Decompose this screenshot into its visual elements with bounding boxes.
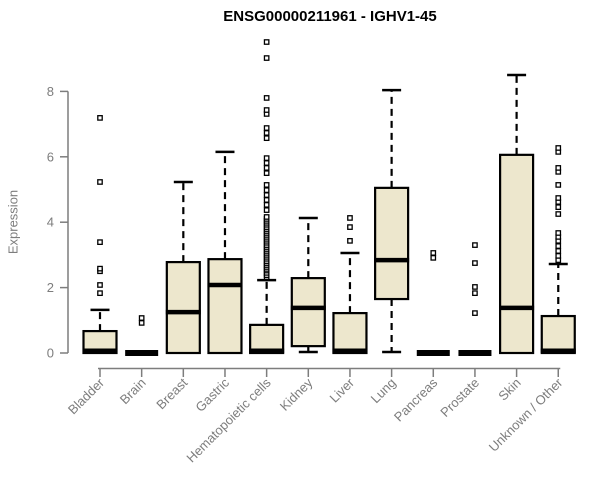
- outlier-point: [472, 242, 478, 248]
- box: [332, 312, 368, 355]
- box: [540, 314, 576, 355]
- outlier-point: [555, 243, 562, 249]
- outlier-point: [347, 237, 353, 244]
- y-tick-label: 2: [47, 280, 54, 295]
- outlier-point: [97, 282, 103, 288]
- outlier-point: [555, 253, 562, 259]
- outlier-point: [555, 182, 562, 188]
- x-category-label: Brain: [117, 375, 149, 407]
- outlier-point: [97, 115, 103, 121]
- outlier-point: [263, 165, 270, 171]
- outlier-point: [263, 155, 270, 161]
- outlier-point: [263, 192, 270, 198]
- box: [374, 186, 410, 301]
- outlier-point: [430, 254, 437, 261]
- outlier-point: [472, 284, 478, 290]
- chart-title: ENSG00000211961 - IGHV1-45: [223, 8, 437, 25]
- outlier-point: [430, 250, 437, 256]
- outlier-point: [138, 320, 145, 326]
- x-category-label: Bladder: [65, 375, 108, 418]
- x-category-label: Lung: [368, 375, 399, 406]
- box: [499, 153, 535, 355]
- outlier-point: [263, 202, 270, 208]
- outlier-point: [263, 207, 270, 213]
- outlier-point: [263, 107, 270, 113]
- outlier-point: [263, 197, 270, 203]
- outlier-point: [263, 182, 270, 188]
- x-category-label: Liver: [327, 375, 358, 406]
- outlier-point: [97, 239, 103, 245]
- outlier-point: [555, 204, 562, 211]
- outlier-point: [347, 224, 353, 230]
- box: [249, 323, 285, 355]
- outlier-point: [97, 265, 103, 272]
- outlier-point: [263, 135, 270, 142]
- outlier-point: [97, 290, 103, 297]
- box: [290, 277, 326, 348]
- outlier-point: [263, 170, 270, 176]
- outlier-point: [472, 310, 478, 316]
- x-category-label: Gastric: [192, 375, 232, 415]
- outlier-point: [263, 55, 270, 61]
- box: [82, 329, 118, 355]
- collapsed-box: [458, 350, 492, 356]
- outlier-point: [555, 165, 562, 171]
- outlier-point: [263, 214, 270, 220]
- y-tick-label: 8: [47, 84, 54, 99]
- outlier-point: [555, 248, 562, 254]
- outlier-point: [263, 125, 270, 131]
- outlier-point: [263, 160, 270, 166]
- outlier-point: [263, 95, 270, 101]
- box: [165, 260, 201, 355]
- outlier-point: [263, 187, 270, 194]
- collapsed-box: [416, 350, 450, 356]
- y-tick-label: 6: [47, 149, 54, 164]
- collapsed-box: [125, 350, 159, 356]
- outlier-point: [555, 145, 562, 151]
- x-category-label: Skin: [495, 375, 523, 403]
- x-category-label: Kidney: [277, 375, 316, 414]
- outlier-point: [555, 211, 562, 217]
- x-category-label: Prostate: [437, 375, 482, 420]
- outlier-point: [555, 230, 562, 236]
- outlier-point: [263, 39, 270, 45]
- x-category-label: Unknown / Other: [486, 375, 566, 455]
- outlier-point: [138, 315, 145, 321]
- box: [207, 258, 243, 355]
- y-tick-label: 4: [47, 215, 54, 230]
- outlier-point: [263, 130, 270, 136]
- outlier-point: [555, 195, 562, 201]
- outlier-point: [472, 260, 478, 266]
- x-category-label: Pancreas: [391, 375, 441, 425]
- y-tick-label: 0: [47, 346, 54, 361]
- outlier-point: [472, 290, 478, 297]
- outlier-point: [347, 215, 353, 221]
- outlier-point: [97, 179, 103, 185]
- x-category-label: Breast: [153, 375, 190, 412]
